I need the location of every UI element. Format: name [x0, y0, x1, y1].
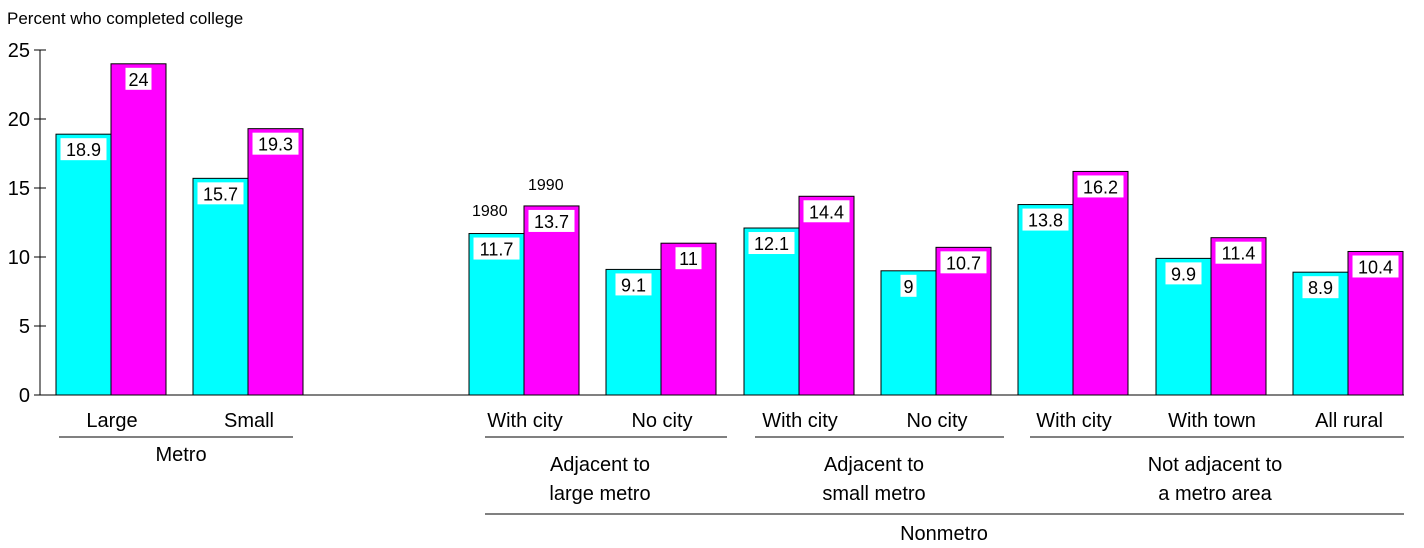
value-label: 9.1 — [621, 275, 646, 295]
group-label: Adjacent to — [550, 454, 650, 476]
bar — [743, 227, 800, 396]
category-label: With city — [487, 410, 563, 432]
bar — [1072, 170, 1129, 396]
group-labels: Metro Adjacent to large metro Adjacent to sm… — [59, 436, 1404, 545]
category-label: With city — [1036, 410, 1112, 432]
group-label: Metro — [155, 444, 206, 466]
value-label: 16.2 — [1083, 177, 1118, 197]
value-label-box — [125, 67, 152, 90]
value-label-box — [803, 200, 850, 223]
value-label-box — [1302, 276, 1339, 299]
category-label: No city — [906, 410, 967, 432]
value-label-box — [675, 247, 702, 270]
value-label: 12.1 — [754, 234, 789, 254]
value-label-box — [252, 132, 299, 155]
category-label: With town — [1168, 410, 1256, 432]
bar — [192, 177, 249, 396]
value-label-box — [748, 232, 795, 255]
bar — [1210, 237, 1267, 396]
y-tick-label: 20 — [8, 109, 30, 131]
value-label-box — [528, 209, 575, 232]
series-label-1990: 1990 — [528, 177, 564, 194]
value-label-box — [1022, 208, 1069, 231]
bars — [55, 63, 1404, 396]
value-label: 14.4 — [809, 202, 844, 222]
group-label: Adjacent to — [824, 454, 924, 476]
bar — [468, 233, 525, 396]
category-label: No city — [631, 410, 692, 432]
bar — [523, 205, 580, 396]
category-label: With city — [762, 410, 838, 432]
group-label: Nonmetro — [900, 523, 988, 545]
y-axis-label: Percent who completed college — [7, 9, 243, 28]
category-labels: Large Small With city No city With city No ci… — [86, 410, 1382, 432]
value-label-box — [1165, 262, 1202, 285]
value-label-box — [940, 251, 987, 274]
y-tick-label: 5 — [19, 316, 30, 338]
value-label-box — [60, 138, 107, 161]
value-label: 10.7 — [946, 253, 981, 273]
value-label: 11 — [679, 249, 698, 269]
series-label-1980: 1980 — [472, 203, 508, 220]
category-label: Small — [224, 410, 274, 432]
y-tick-label: 10 — [8, 247, 30, 269]
value-label: 18.9 — [66, 140, 101, 160]
group-label: small metro — [822, 483, 925, 505]
value-label: 9.9 — [1171, 264, 1196, 284]
value-label: 9 — [903, 277, 913, 297]
value-label: 13.7 — [534, 212, 569, 232]
value-label-box — [1215, 241, 1262, 264]
value-label: 8.9 — [1308, 278, 1333, 298]
value-label: 15.7 — [203, 184, 238, 204]
group-label: large metro — [549, 483, 650, 505]
bar — [1017, 204, 1074, 396]
value-label-box — [1352, 255, 1399, 278]
bar — [110, 63, 167, 396]
bar — [55, 133, 112, 396]
group-label: Not adjacent to — [1148, 454, 1283, 476]
value-label-box — [1077, 175, 1124, 198]
value-label: 10.4 — [1358, 257, 1393, 277]
bar — [798, 195, 855, 396]
category-label: All rural — [1315, 410, 1383, 432]
value-labels: 18.9 24 15.7 19.3 11.7 13.7 9.1 11 12.1 14.4 9 10.7… — [60, 67, 1399, 299]
value-label: 24 — [128, 70, 148, 90]
group-label: a metro area — [1158, 483, 1272, 505]
value-label: 11.4 — [1222, 244, 1256, 264]
value-label-box — [900, 274, 917, 297]
value-label-box — [473, 237, 520, 260]
bar — [247, 128, 304, 396]
value-label: 13.8 — [1028, 211, 1063, 231]
value-label-box — [615, 273, 652, 296]
y-tick-label: 25 — [8, 40, 30, 62]
value-label: 19.3 — [258, 135, 293, 155]
category-label: Large — [86, 410, 137, 432]
value-label: 11.7 — [480, 240, 514, 260]
y-tick-label: 0 — [19, 385, 30, 407]
value-label-box — [197, 182, 244, 205]
y-tick-label: 15 — [8, 178, 30, 200]
